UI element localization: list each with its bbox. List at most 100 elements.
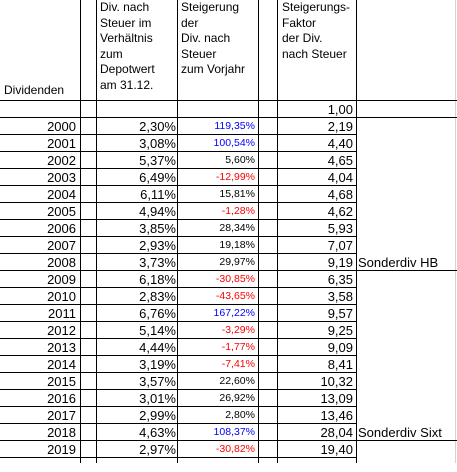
table-row: 2007 2,93% 19,18% 7,07 — [0, 237, 457, 254]
growth-cell[interactable]: 28,34% — [219, 222, 255, 234]
row-border — [0, 440, 457, 441]
growth-factor-cell[interactable]: 19,40 — [320, 442, 353, 457]
row-border — [0, 457, 357, 458]
year-cell[interactable]: 2003 — [47, 170, 76, 185]
year-cell[interactable]: 2008 — [47, 255, 76, 270]
div-ratio-cell[interactable]: 6,18% — [139, 272, 176, 287]
growth-cell[interactable]: 15,81% — [219, 188, 255, 200]
growth-factor-cell[interactable]: 4,04 — [327, 170, 353, 185]
growth-cell[interactable]: -7,41% — [221, 358, 255, 370]
div-ratio-cell[interactable]: 5,37% — [139, 153, 176, 168]
header-growth[interactable]: Steigerung der Div. nach Steuer zum Vorj… — [181, 0, 246, 76]
growth-factor-cell[interactable]: 4,65 — [327, 153, 353, 168]
year-cell[interactable]: 2001 — [47, 136, 76, 151]
growth-factor-cell[interactable]: 8,41 — [327, 357, 353, 372]
div-ratio-cell[interactable]: 2,83% — [139, 289, 176, 304]
growth-factor-cell[interactable]: 4,68 — [327, 187, 353, 202]
growth-cell[interactable]: 22,60% — [219, 375, 255, 387]
div-ratio-cell[interactable]: 6,49% — [139, 170, 176, 185]
row-border — [0, 355, 357, 356]
table-row: 2002 5,37% 5,60% 4,65 — [0, 152, 457, 169]
div-ratio-cell[interactable]: 2,30% — [139, 119, 176, 134]
year-cell[interactable]: 2019 — [47, 442, 76, 457]
growth-cell[interactable]: -1,77% — [221, 341, 255, 353]
growth-cell[interactable]: 29,97% — [219, 256, 255, 268]
growth-cell[interactable]: -30,82% — [215, 443, 255, 455]
row-border — [0, 134, 357, 135]
year-cell[interactable]: 2002 — [47, 153, 76, 168]
note-cell[interactable]: Sonderdiv Sixt — [358, 425, 442, 440]
growth-factor-cell[interactable]: 9,09 — [327, 340, 353, 355]
div-ratio-cell[interactable]: 6,11% — [140, 187, 176, 202]
growth-factor-cell[interactable]: 2,19 — [327, 119, 353, 134]
growth-cell[interactable]: -12,99% — [215, 171, 255, 183]
div-ratio-cell[interactable]: 4,63% — [139, 425, 176, 440]
growth-cell[interactable]: -30,85% — [215, 273, 255, 285]
growth-factor-cell[interactable]: 13,46 — [320, 408, 353, 423]
row-border — [0, 321, 357, 322]
year-cell[interactable]: 2004 — [47, 187, 76, 202]
div-ratio-cell[interactable]: 3,19% — [139, 357, 176, 372]
header-dividenden[interactable]: Dividenden — [4, 83, 65, 97]
div-ratio-cell[interactable]: 3,85% — [139, 221, 176, 236]
growth-factor-cell[interactable]: 28,04 — [320, 425, 353, 440]
growth-factor-cell[interactable]: 9,19 — [327, 255, 353, 270]
div-ratio-cell[interactable]: 3,01% — [139, 391, 176, 406]
growth-factor-cell[interactable]: 3,58 — [327, 289, 353, 304]
growth-cell[interactable]: 167,22% — [213, 307, 255, 319]
table-row: 2014 3,19% -7,41% 8,41 — [0, 356, 457, 373]
table-row: 2004 6,11% 15,81% 4,68 — [0, 186, 457, 203]
div-ratio-cell[interactable]: 3,08% — [139, 136, 176, 151]
div-ratio-cell[interactable]: 3,73% — [139, 255, 176, 270]
growth-cell[interactable]: 108,37% — [213, 426, 255, 438]
div-ratio-cell[interactable]: 2,99% — [139, 408, 176, 423]
growth-cell[interactable]: 19,18% — [219, 239, 255, 251]
growth-cell[interactable]: -43,65% — [215, 290, 255, 302]
note-cell[interactable]: Sonderdiv HB — [358, 255, 439, 270]
growth-cell[interactable]: 26,92% — [219, 392, 255, 404]
growth-cell[interactable]: 5,60% — [225, 154, 255, 166]
growth-cell[interactable]: 2,80% — [225, 409, 255, 421]
column-border — [96, 0, 97, 463]
div-ratio-cell[interactable]: 4,94% — [139, 204, 176, 219]
table-row: 2005 4,94% -1,28% 4,62 — [0, 203, 457, 220]
growth-factor-cell[interactable]: 9,25 — [327, 323, 353, 338]
growth-cell[interactable]: -1,28% — [221, 205, 255, 217]
div-ratio-cell[interactable]: 5,14% — [139, 323, 176, 338]
div-ratio-cell[interactable]: 3,57% — [139, 374, 176, 389]
year-cell[interactable]: 2012 — [47, 323, 76, 338]
growth-factor-cell[interactable]: 5,93 — [327, 221, 353, 236]
div-ratio-cell[interactable]: 2,93% — [139, 238, 176, 253]
year-cell[interactable]: 2005 — [47, 204, 76, 219]
year-cell[interactable]: 2006 — [47, 221, 76, 236]
year-cell[interactable]: 2000 — [47, 119, 76, 134]
div-ratio-cell[interactable]: 4,44% — [139, 340, 176, 355]
base-factor-cell[interactable]: 1,00 — [327, 102, 353, 117]
growth-factor-cell[interactable]: 13,09 — [320, 391, 353, 406]
div-ratio-cell[interactable]: 6,76% — [139, 306, 176, 321]
header-div-ratio[interactable]: Div. nach Steuer im Verhältnis zum Depot… — [100, 0, 155, 92]
div-ratio-cell[interactable]: 2,97% — [139, 442, 176, 457]
growth-cell[interactable]: 100,54% — [213, 137, 255, 149]
year-cell[interactable]: 2015 — [47, 374, 76, 389]
growth-factor-cell[interactable]: 10,32 — [320, 374, 353, 389]
table-row: 2017 2,99% 2,80% 13,46 — [0, 407, 457, 424]
year-cell[interactable]: 2007 — [47, 238, 76, 253]
year-cell[interactable]: 2018 — [47, 425, 76, 440]
growth-factor-cell[interactable]: 9,57 — [327, 306, 353, 321]
growth-cell[interactable]: 119,35% — [214, 120, 255, 132]
growth-cell[interactable]: -3,29% — [221, 324, 255, 336]
growth-factor-cell[interactable]: 6,35 — [327, 272, 353, 287]
growth-factor-cell[interactable]: 7,07 — [327, 238, 353, 253]
year-cell[interactable]: 2017 — [47, 408, 76, 423]
year-cell[interactable]: 2016 — [47, 391, 76, 406]
year-cell[interactable]: 2013 — [47, 340, 76, 355]
growth-factor-cell[interactable]: 4,40 — [327, 136, 353, 151]
header-growth-factor[interactable]: Steigerungs- Faktor der Div. nach Steuer — [282, 0, 351, 61]
year-cell[interactable]: 2014 — [47, 357, 76, 372]
growth-factor-cell[interactable]: 4,62 — [327, 204, 353, 219]
year-cell[interactable]: 2010 — [47, 289, 76, 304]
year-cell[interactable]: 2009 — [47, 272, 76, 287]
column-border — [80, 0, 81, 463]
year-cell[interactable]: 2011 — [48, 306, 76, 321]
